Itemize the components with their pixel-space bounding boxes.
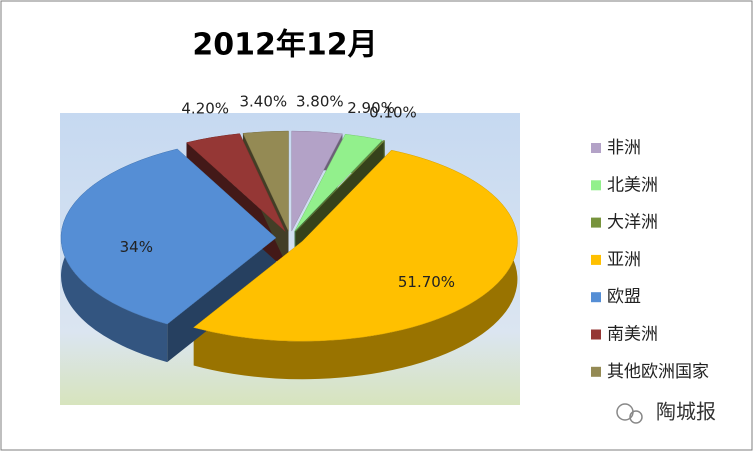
legend-label: 亚洲: [607, 250, 641, 270]
watermark-text: 陶城报: [656, 400, 716, 424]
legend-swatch: [591, 217, 601, 228]
chart-title: 2012年12月: [192, 28, 377, 63]
legend-swatch: [591, 180, 601, 191]
legend-swatch: [591, 292, 601, 303]
data-label: 2.90%: [347, 99, 395, 117]
data-label: 34%: [120, 238, 153, 256]
slice-wall: [167, 237, 277, 363]
legend-swatch: [591, 143, 601, 153]
slice: [291, 130, 343, 232]
slice: [193, 149, 518, 342]
data-label: 0.10%: [369, 104, 417, 122]
slice: [295, 140, 386, 232]
data-label: 51.70%: [398, 273, 455, 291]
slice-side: [193, 150, 518, 380]
watermark: 陶城报: [616, 400, 716, 424]
pie: 3.80% 2.90%0.10% 51.70% 34% 4.20% 3.40%: [60, 92, 518, 380]
legend-label: 北美洲: [607, 175, 658, 195]
data-label: 3.80%: [296, 92, 344, 110]
legend-swatch: [591, 366, 601, 377]
legend-swatch: [591, 254, 601, 265]
legend-label: 南美洲: [607, 325, 658, 345]
legend-label: 大洋洲: [607, 213, 658, 233]
data-label: 3.40%: [239, 92, 287, 110]
legend-label: 欧盟: [607, 287, 641, 307]
watermark-icon: [629, 410, 643, 424]
legend-label: 其他欧洲国家: [607, 362, 709, 382]
slice: [242, 130, 289, 232]
data-label: 4.20%: [181, 100, 229, 118]
slice: [294, 133, 383, 232]
slice: [60, 148, 277, 325]
legend-label: 非洲: [607, 138, 641, 158]
slice: [186, 133, 286, 232]
legend-swatch: [591, 329, 601, 340]
